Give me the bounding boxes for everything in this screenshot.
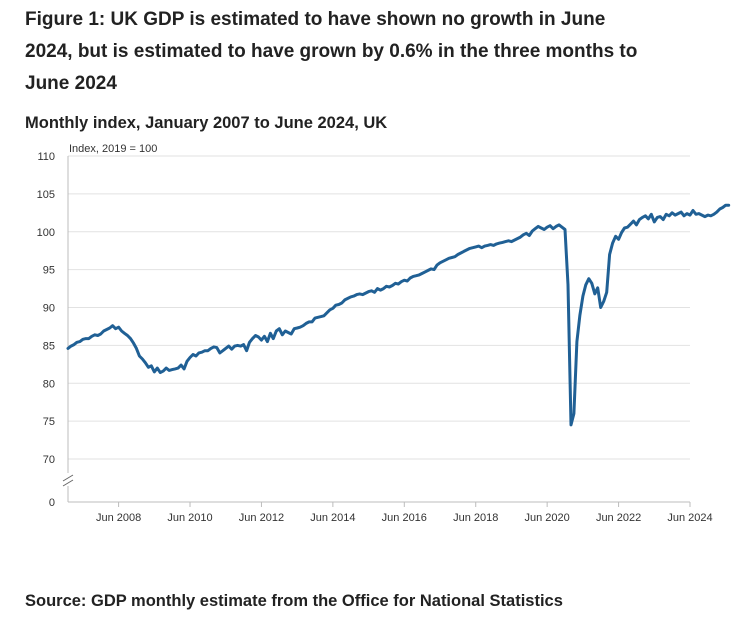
- y-tick-label: 105: [37, 189, 55, 201]
- figure-title: Figure 1: UK GDP is estimated to have sh…: [25, 9, 638, 94]
- grid-lines: [68, 155, 690, 503]
- x-tick-label: Jun 2016: [382, 512, 427, 524]
- axis-break-slash: [62, 479, 74, 487]
- x-tick-label: Jun 2012: [239, 512, 284, 524]
- x-tick-label: Jun 2022: [596, 512, 641, 524]
- x-tick-label: Jun 2014: [310, 512, 355, 524]
- axis-break-slash: [62, 474, 74, 482]
- figure-source: Source: GDP monthly estimate from the Of…: [25, 592, 563, 610]
- figure-subtitle: Monthly index, January 2007 to June 2024…: [25, 114, 388, 132]
- y-tick-label: 0: [49, 497, 55, 509]
- y-tick-label: 70: [43, 454, 55, 466]
- y-tick-label: 75: [43, 416, 55, 428]
- x-tick-label: Jun 2024: [667, 512, 712, 524]
- series-line: [66, 203, 731, 427]
- y-tick-label: 80: [43, 378, 55, 390]
- y-axis-ticks: 110 105 100 95 90 85 80 75 70 0: [37, 151, 55, 509]
- y-tick-label: 95: [43, 265, 55, 277]
- x-tick-label: Jun 2008: [96, 512, 141, 524]
- y-axis-unit-label: Index, 2019 = 100: [69, 143, 157, 155]
- axis-break-gap: [63, 473, 73, 486]
- axis-break-marker: [62, 473, 74, 487]
- x-tick-label: Jun 2020: [525, 512, 570, 524]
- x-axis-ticks: Jun 2008 Jun 2010 Jun 2012 Jun 2014 Jun 2016…: [96, 502, 713, 524]
- y-tick-label: 90: [43, 303, 55, 315]
- x-tick-label: Jun 2018: [453, 512, 498, 524]
- y-tick-label: 85: [43, 340, 55, 352]
- x-tick-label: Jun 2010: [167, 512, 212, 524]
- y-tick-label: 100: [37, 227, 55, 239]
- y-tick-label: 110: [37, 151, 55, 163]
- series-layer: [66, 203, 731, 427]
